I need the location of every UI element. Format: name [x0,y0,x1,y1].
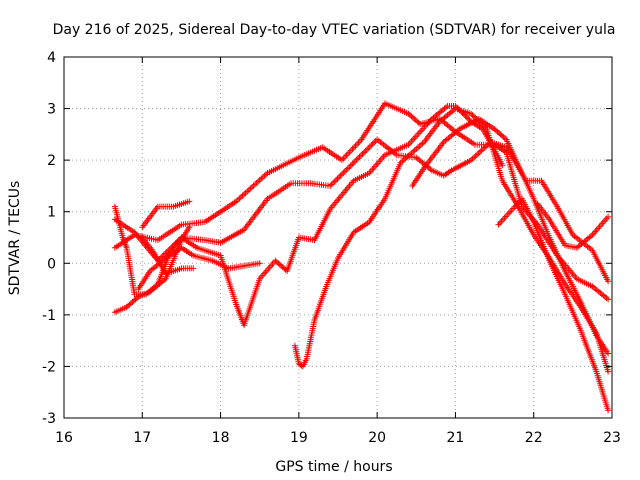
series-markers-10 [495,195,612,414]
x-tick-label: 19 [290,430,308,446]
y-tick-label: 4 [47,50,56,66]
x-tick-label: 21 [447,430,465,446]
x-tick-label: 22 [525,430,543,446]
series-satellite-track-7 [139,234,197,277]
y-tick-label: 1 [47,205,56,221]
y-axis-label: SDTVAR / TECUs [7,181,23,296]
series-satellite-track-11 [534,201,612,251]
y-tick-label: 3 [47,102,56,118]
plot-frame [63,56,613,419]
y-tick-label: -3 [42,411,56,427]
series-markers-9 [409,115,612,357]
x-tick-label: 23 [603,430,621,446]
x-tick-label: 18 [212,430,230,446]
series-satellite-track-5 [139,198,193,231]
y-tick-label: 2 [47,153,56,169]
series-satellite-track-9 [409,115,612,357]
series-markers-11 [534,201,612,251]
chart-title: Day 216 of 2025, Sidereal Day-to-day VTE… [53,22,616,38]
y-tick-label: -2 [42,359,56,375]
x-tick-label: 20 [368,430,386,446]
series-satellite-track-10 [495,195,612,414]
series-markers-5 [139,198,193,231]
x-axis-label: GPS time / hours [275,459,392,475]
data-layer [111,100,612,414]
x-tick-label: 16 [55,430,73,446]
series-markers-2 [111,136,612,285]
series-satellite-track-2 [111,136,612,285]
series-markers-7 [139,234,197,277]
y-tick-label: 0 [47,256,56,272]
y-tick-label: -1 [42,308,56,324]
x-tick-label: 17 [133,430,151,446]
